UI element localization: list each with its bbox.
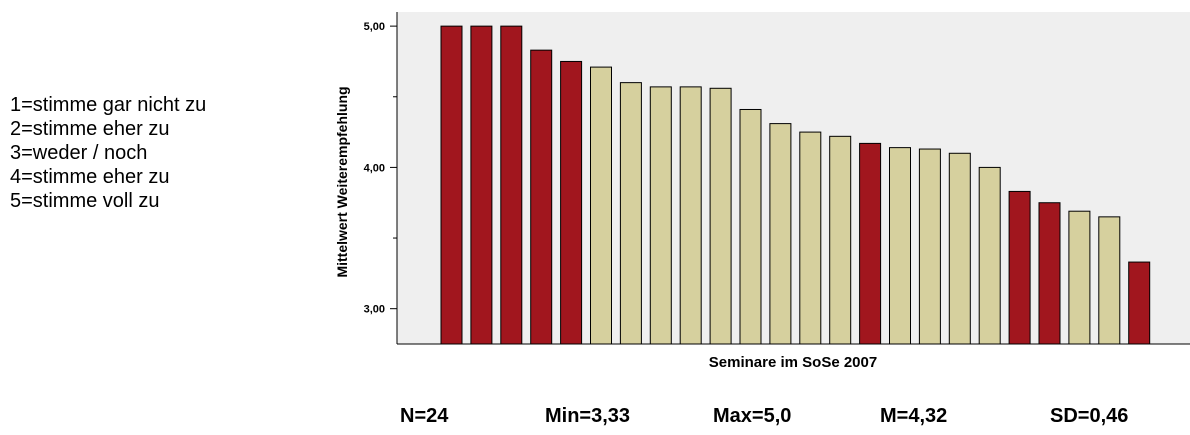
bar [709,87,732,345]
bar [1008,190,1031,345]
bar [649,86,672,345]
scale-legend: 1=stimme gar nicht zu 2=stimme eher zu 3… [10,93,206,213]
bar [859,142,882,345]
bar [500,25,523,345]
bar [1128,261,1151,345]
y-tick-label: 5,00 [364,21,385,33]
bar [978,166,1001,345]
bar [1038,202,1061,345]
bar [530,49,553,345]
legend-item: 4=stimme eher zu [10,166,170,188]
legend-item: 3=weder / noch [10,142,148,164]
bar [769,123,792,345]
stat-sd: SD=0,46 [1050,405,1129,427]
bar [1098,216,1121,345]
bar [829,135,852,345]
y-axis-label: Mittelwert Weiterempfehlung [334,86,350,277]
legend-item: 5=stimme voll zu [10,190,160,212]
summary-statistics: N=24 Min=3,33 Max=5,0 M=4,32 SD=0,46 [0,405,1190,435]
bar [470,25,493,345]
bar [560,60,583,345]
bar [918,148,941,345]
bar [889,147,911,345]
stat-max: Max=5,0 [713,405,792,427]
legend-item: 2=stimme eher zu [10,118,170,140]
stat-n: N=24 [400,405,449,427]
bar [948,152,971,345]
bar [440,25,463,345]
bar [679,86,702,345]
legend-item: 1=stimme gar nicht zu [10,94,207,116]
bar-chart: 3,00 4,00 5,00 Mittelwert Weiterempfehlung… [334,12,1190,371]
bar [1068,210,1091,345]
bar [590,66,612,345]
x-axis-label: Seminare im SoSe 2007 [709,354,877,371]
y-tick-label: 4,00 [364,162,385,174]
bar [739,108,762,345]
stat-min: Min=3,33 [545,405,631,427]
stat-mean: M=4,32 [880,405,948,427]
y-tick-label: 3,00 [364,304,385,316]
bar [619,82,642,345]
bar [799,131,822,345]
